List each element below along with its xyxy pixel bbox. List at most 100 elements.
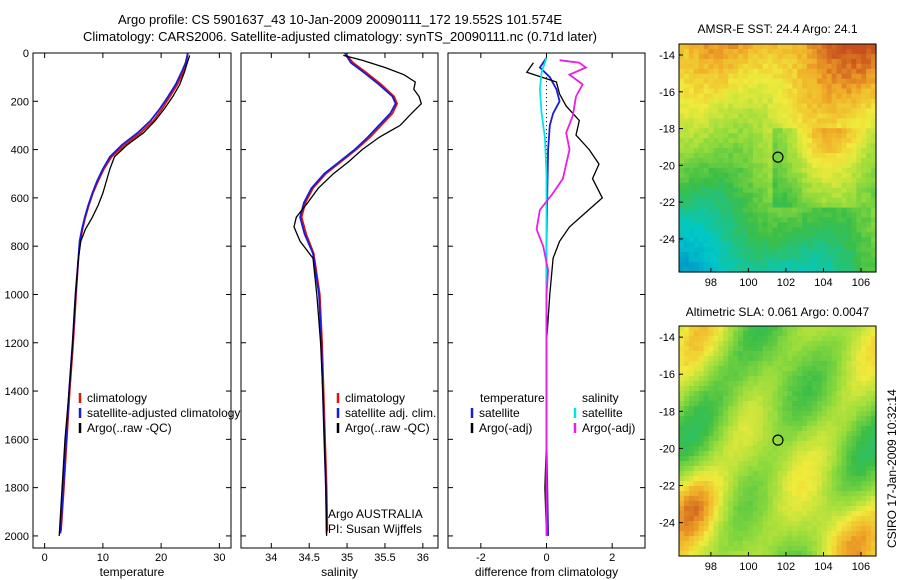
sla-cell <box>777 361 784 367</box>
sla-cell <box>836 471 843 477</box>
sst-cell <box>708 118 715 124</box>
sla-cell <box>708 476 715 482</box>
sst-cell <box>797 78 803 85</box>
sla-cell <box>738 371 744 377</box>
sst-cell <box>787 73 793 80</box>
sla-cell <box>841 481 848 487</box>
sla-cell <box>851 541 857 547</box>
sst-cell <box>757 148 764 154</box>
sst-cell <box>762 252 769 258</box>
sla-cell <box>871 426 877 432</box>
sla-cell <box>757 456 764 462</box>
sla-cell <box>708 376 715 382</box>
sla-cell <box>738 461 744 467</box>
sla-cell <box>703 346 710 352</box>
sst-cell <box>846 207 852 214</box>
sla-cell <box>713 336 719 342</box>
sst-cell <box>866 78 872 85</box>
sla-cell <box>728 331 734 337</box>
sst-cell <box>851 48 857 55</box>
sst-cell <box>713 162 719 169</box>
sst-cell <box>821 252 828 258</box>
sst-cell <box>841 257 848 263</box>
sla-cell <box>787 351 793 357</box>
sla-cell <box>826 376 833 382</box>
sst-cell <box>747 247 754 253</box>
sla-cell <box>733 431 739 437</box>
sst-cell <box>811 232 818 238</box>
sla-cell <box>777 446 784 452</box>
sst-cell <box>679 118 685 124</box>
sst-cell <box>679 108 685 114</box>
sla-cell <box>723 341 729 347</box>
sla-cell <box>861 526 867 532</box>
sla-cell <box>688 516 695 522</box>
sla-cell <box>802 476 808 482</box>
sla-cell <box>693 406 700 412</box>
sst-cell <box>772 237 779 243</box>
sla-cell <box>762 406 769 412</box>
sst-cell <box>723 237 729 243</box>
sla-cell <box>718 431 724 437</box>
sla-cell <box>782 501 788 507</box>
sst-cell <box>762 128 769 134</box>
sst-cell <box>703 123 710 129</box>
sst-cell <box>802 172 808 179</box>
sla-cell <box>772 326 779 332</box>
sla-cell <box>836 541 843 547</box>
sla-cell <box>851 356 857 362</box>
sla-cell <box>698 486 705 492</box>
sla-cell <box>782 541 788 547</box>
sla-cell <box>866 391 872 397</box>
sst-cell <box>846 232 852 238</box>
sla-cell <box>841 431 848 437</box>
depth-tick-label: 1400 <box>5 386 29 398</box>
sla-cell <box>698 456 705 462</box>
sst-cell <box>743 222 749 228</box>
sst-cell <box>738 207 744 214</box>
sla-cell <box>826 416 833 422</box>
sst-cell <box>693 93 700 100</box>
sla-cell <box>757 381 764 387</box>
sst-cell <box>703 172 710 179</box>
sst-cell <box>811 207 818 214</box>
sst-cell <box>718 143 724 149</box>
sla-cell <box>688 501 695 507</box>
sla-cell <box>782 331 788 337</box>
sst-cell <box>782 242 788 248</box>
sla-cell <box>757 511 764 517</box>
sst-cell <box>787 78 793 85</box>
sla-cell <box>846 396 852 402</box>
sla-cell <box>821 501 828 507</box>
sla-cell <box>841 531 848 537</box>
sst-cell <box>816 128 823 134</box>
sst-cell <box>723 207 729 214</box>
sla-cell <box>851 506 857 512</box>
sla-cell <box>836 391 843 397</box>
sla-cell <box>728 471 734 477</box>
sla-cell <box>841 381 848 387</box>
sla-cell <box>747 426 754 432</box>
sst-cell <box>703 187 710 194</box>
sla-cell <box>679 351 685 357</box>
sla-cell <box>856 351 862 357</box>
sst-cell <box>811 118 818 124</box>
sla-cell <box>811 341 818 347</box>
sst-cell <box>792 103 798 110</box>
sst-cell <box>738 182 744 189</box>
sst-cell <box>851 242 857 248</box>
sst-cell <box>723 197 729 204</box>
sst-cell <box>743 172 749 179</box>
sla-cell <box>738 421 744 427</box>
sst-cell <box>683 227 690 233</box>
sst-ytick-label: -18 <box>659 124 675 136</box>
sla-cell <box>841 551 848 557</box>
sst-cell <box>679 148 685 154</box>
sst-cell <box>738 53 744 60</box>
sst-cell <box>787 267 793 273</box>
sst-cell <box>866 148 872 154</box>
sla-cell <box>826 391 833 397</box>
sst-cell <box>777 118 784 124</box>
sst-cell <box>683 252 690 258</box>
sla-cell <box>698 471 705 477</box>
